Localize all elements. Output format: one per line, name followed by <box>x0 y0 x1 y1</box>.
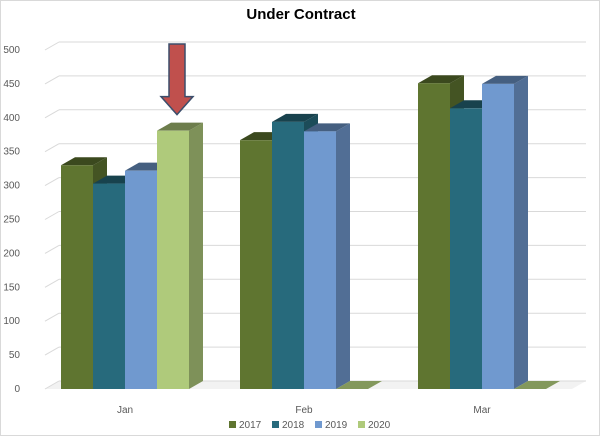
gridline-depth <box>44 346 60 356</box>
y-tick-label: 400 <box>3 113 20 124</box>
gridline-depth <box>44 278 60 288</box>
bar-top <box>418 75 464 84</box>
gridline-depth <box>44 380 60 390</box>
x-tick-label: Feb <box>295 405 313 416</box>
bar-top <box>272 113 318 122</box>
bar-top <box>304 123 350 132</box>
y-tick-label: 450 <box>3 79 20 90</box>
legend-swatch <box>358 421 365 428</box>
gridline-depth <box>44 109 60 119</box>
bar <box>93 183 125 389</box>
legend-swatch <box>272 421 279 428</box>
legend-label: 2017 <box>239 420 262 431</box>
bar <box>336 381 382 389</box>
annotation-arrow <box>159 43 195 116</box>
gridline-depth <box>44 211 60 220</box>
gridline-depth <box>44 143 60 153</box>
bar <box>450 108 482 390</box>
bar-side <box>514 75 528 390</box>
gridline-depth <box>44 177 60 187</box>
bar-side <box>189 122 203 389</box>
y-tick-label: 50 <box>9 350 21 361</box>
bar-top <box>157 122 203 131</box>
gridline-depth <box>44 41 60 51</box>
bar-top <box>61 157 107 166</box>
y-tick-label: 350 <box>3 147 20 158</box>
bar-side <box>336 123 350 390</box>
bar <box>157 130 189 389</box>
legend-label: 2018 <box>282 420 305 431</box>
legend-swatch <box>229 421 236 428</box>
bar <box>272 121 304 390</box>
bar <box>514 381 560 389</box>
gridline-depth <box>44 312 60 322</box>
y-tick-label: 100 <box>3 316 20 327</box>
bar <box>418 83 450 390</box>
bar <box>125 170 157 389</box>
bar <box>482 83 514 390</box>
y-tick-label: 150 <box>3 282 20 293</box>
bar <box>61 165 93 389</box>
y-tick-label: 300 <box>3 181 20 192</box>
legend-label: 2020 <box>368 420 391 431</box>
chart-title: Under Contract <box>246 6 356 23</box>
y-tick-label: 250 <box>3 215 20 226</box>
y-tick-label: 200 <box>3 248 20 259</box>
x-tick-label: Jan <box>117 405 133 416</box>
y-tick-label: 500 <box>3 45 20 56</box>
bar <box>240 140 272 389</box>
bar <box>304 131 336 390</box>
bar-top <box>482 75 528 84</box>
y-tick-label: 0 <box>14 384 20 395</box>
gridline-depth <box>44 75 60 85</box>
legend-swatch <box>315 421 322 428</box>
gridline-depth <box>44 244 60 254</box>
legend-label: 2019 <box>325 420 348 431</box>
x-tick-label: Mar <box>473 405 491 416</box>
